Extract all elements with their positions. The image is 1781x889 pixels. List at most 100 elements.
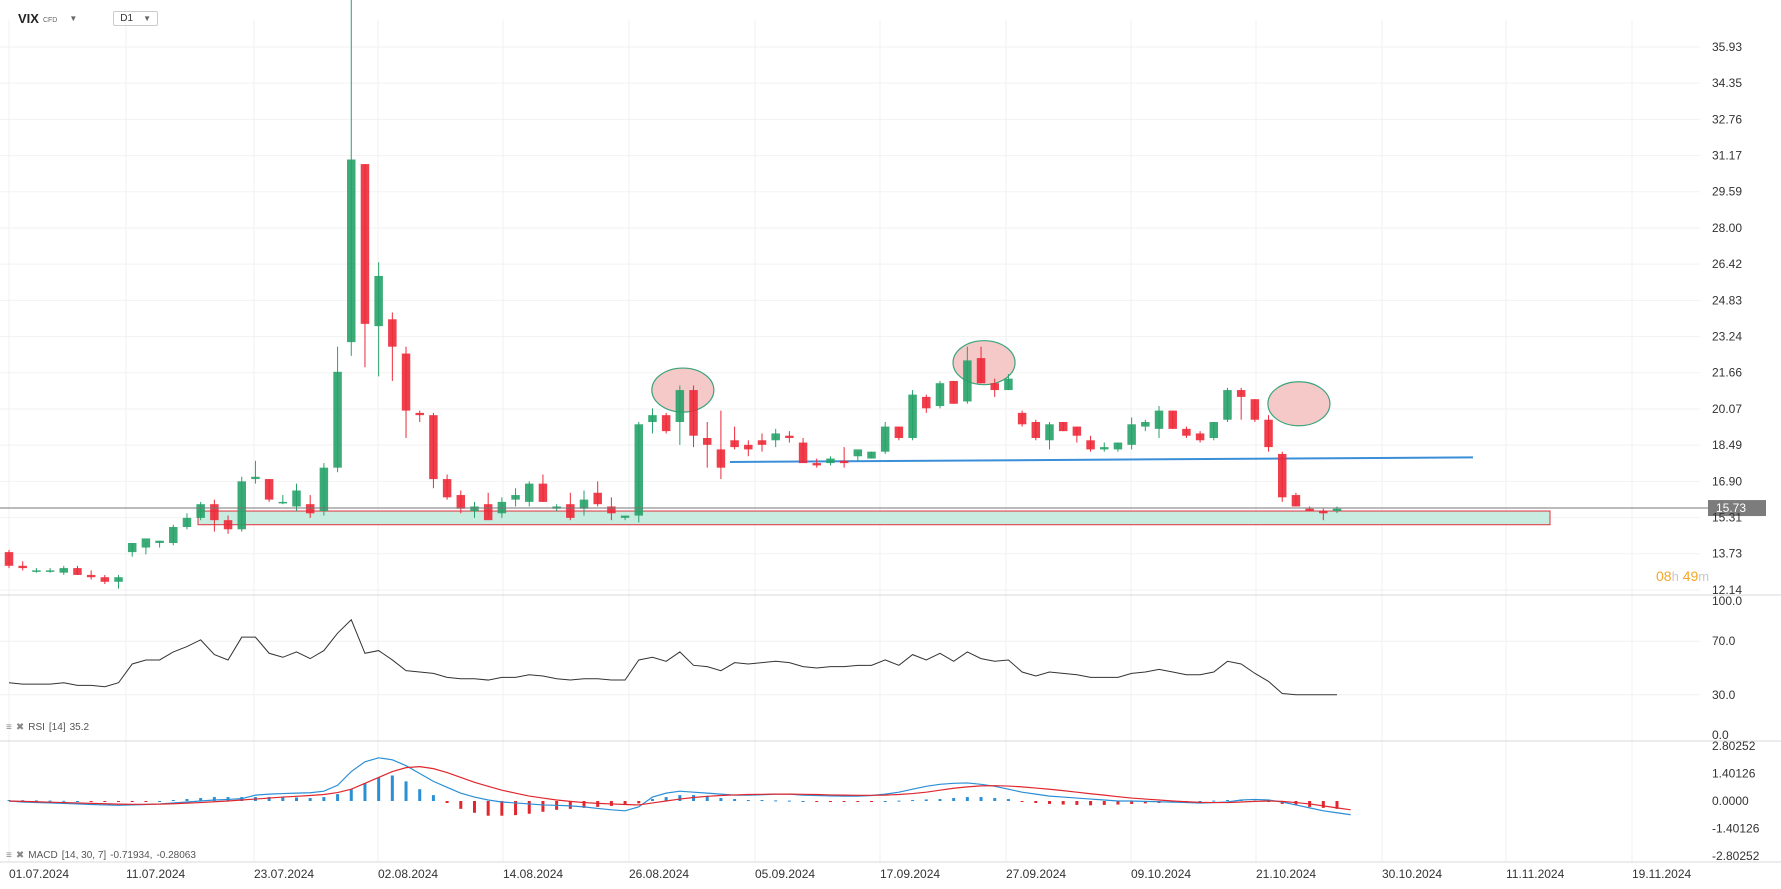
- candle-body: [401, 353, 411, 411]
- candle-body: [1277, 453, 1287, 498]
- macd-histogram-bar: [746, 800, 750, 802]
- macd-tick-label: 0.0000: [1712, 794, 1749, 808]
- candle-body: [59, 568, 69, 573]
- candle-body: [210, 504, 219, 521]
- x-tick-label: 19.11.2024: [1632, 867, 1691, 881]
- timeframe-value: D1: [120, 12, 134, 24]
- x-tick-label: 23.07.2024: [254, 867, 314, 881]
- candle-body: [648, 415, 657, 423]
- candle-body: [826, 458, 835, 464]
- countdown-minutes: 49: [1682, 568, 1699, 584]
- candle-body: [716, 449, 726, 468]
- price-tick-label: 20.07: [1712, 402, 1742, 416]
- macd-histogram-bar: [89, 801, 93, 802]
- candle-body: [511, 495, 520, 500]
- macd-histogram-bar: [842, 801, 846, 802]
- macd-histogram-bar: [390, 775, 394, 801]
- macd-histogram-bar: [117, 801, 121, 802]
- menu-icon[interactable]: ≡: [6, 850, 12, 861]
- macd-histogram-bar: [911, 800, 915, 802]
- macd-histogram-bar: [1020, 801, 1024, 802]
- close-icon[interactable]: ✖: [15, 722, 25, 733]
- candle-body: [1058, 422, 1068, 432]
- chevron-down-icon[interactable]: ▼: [69, 13, 78, 23]
- candle-body: [333, 371, 342, 468]
- macd-histogram-bar: [870, 801, 874, 802]
- macd-line: [8, 757, 1351, 816]
- close-icon[interactable]: ✖: [15, 850, 25, 861]
- candle-body: [114, 577, 123, 582]
- candle-body: [990, 383, 999, 391]
- candle-body: [388, 319, 397, 347]
- price-tick-label: 15.31: [1712, 511, 1742, 525]
- candle-body: [1305, 508, 1314, 512]
- candle-body: [675, 390, 685, 423]
- candle-body: [1017, 412, 1027, 425]
- x-tick-label: 27.09.2024: [1006, 867, 1066, 881]
- macd-name: MACD: [28, 850, 58, 861]
- price-tick-label: 35.93: [1712, 40, 1742, 54]
- candle-body: [593, 492, 602, 505]
- candle-body: [127, 542, 137, 553]
- candle-body: [292, 490, 301, 507]
- macd-histogram-bar: [1143, 801, 1147, 804]
- candle-body: [264, 479, 274, 500]
- candle-body: [1209, 422, 1219, 438]
- macd-histogram-bar: [924, 799, 928, 801]
- x-tick-label: 11.11.2024: [1506, 867, 1565, 881]
- menu-icon[interactable]: ≡: [6, 722, 12, 733]
- macd-histogram-bar: [787, 800, 791, 802]
- macd-histogram-bar: [363, 783, 367, 801]
- macd-histogram-bar: [1321, 801, 1325, 808]
- macd-histogram-bar: [377, 777, 381, 801]
- macd-histogram-bar: [760, 800, 764, 802]
- candle-body: [1319, 511, 1328, 514]
- macd-histogram-bar: [48, 800, 52, 802]
- price-tick-label: 24.83: [1712, 293, 1742, 307]
- macd-histogram-bar: [828, 801, 832, 802]
- macd-histogram-bar: [1089, 801, 1093, 806]
- price-tick-label: 31.17: [1712, 149, 1742, 163]
- candle-body: [867, 451, 876, 459]
- macd-tick-label: 1.40126: [1712, 767, 1756, 781]
- macd-histogram-bar: [75, 801, 79, 802]
- candle-body: [922, 396, 931, 409]
- macd-histogram-bar: [815, 801, 819, 802]
- candle-body: [1264, 419, 1273, 448]
- macd-histogram-bar: [472, 801, 476, 813]
- candle-body: [1141, 422, 1150, 427]
- macd-histogram-bar: [418, 789, 422, 801]
- candle-body: [853, 449, 863, 457]
- candle-body: [661, 415, 671, 432]
- macd-histogram-bar: [62, 800, 66, 802]
- macd-histogram-bar: [322, 797, 326, 801]
- macd-histogram-bar: [21, 800, 25, 802]
- timeframe-select[interactable]: D1 ▼: [113, 10, 158, 26]
- candle-body: [196, 504, 205, 518]
- symbol-name[interactable]: VIX: [18, 10, 39, 26]
- macd-signal-line: [8, 766, 1351, 811]
- macd-histogram-bar: [144, 801, 148, 802]
- candle-body: [757, 440, 767, 445]
- symbol-type: CFD: [42, 16, 58, 24]
- macd-histogram-bar: [774, 800, 778, 802]
- macd-histogram-bar: [295, 797, 299, 801]
- macd-histogram-bar: [856, 801, 860, 802]
- candle-body: [607, 506, 616, 514]
- candle-body: [1250, 399, 1260, 420]
- rsi-tick-label: 100.0: [1712, 594, 1742, 608]
- macd-histogram-bar: [281, 797, 285, 801]
- candle-body: [32, 570, 41, 572]
- candle-body: [634, 424, 644, 516]
- candle-body: [45, 570, 55, 572]
- macd-histogram-bar: [637, 801, 641, 804]
- x-tick-label: 05.09.2024: [755, 867, 815, 881]
- candle-body: [1168, 410, 1177, 429]
- macd-histogram-bar: [897, 800, 901, 802]
- candle-body: [223, 520, 233, 530]
- macd-histogram-bar: [212, 797, 216, 801]
- macd-histogram-bar: [185, 799, 189, 801]
- candle-body: [798, 442, 808, 464]
- macd-params: [14, 30, 7]: [61, 850, 107, 861]
